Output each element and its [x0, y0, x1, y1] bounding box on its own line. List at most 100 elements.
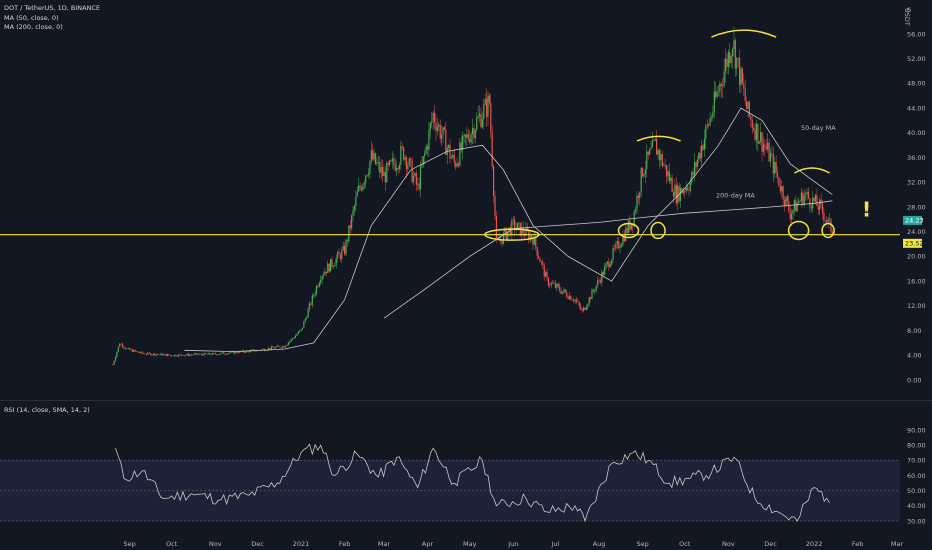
- ma50-legend[interactable]: MA (50, close, 0): [4, 13, 59, 22]
- candle-body: [483, 104, 485, 120]
- candle-body: [214, 353, 216, 355]
- candle-body: [769, 153, 772, 162]
- candle-body: [283, 346, 285, 348]
- candle-body: [455, 162, 457, 167]
- candle-body: [795, 200, 797, 212]
- candle-body: [218, 354, 221, 355]
- candle-body: [650, 147, 652, 150]
- candle-body: [301, 327, 304, 330]
- candle-body: [792, 209, 794, 214]
- candle-body: [345, 240, 347, 255]
- candle-body: [817, 205, 819, 210]
- time-axis-tick: Dec: [764, 540, 777, 548]
- candle-body: [428, 129, 430, 150]
- candle-body: [587, 304, 589, 308]
- candle-body: [661, 154, 663, 166]
- candle-body: [563, 289, 565, 292]
- candle-body: [594, 290, 596, 292]
- candle-body: [826, 220, 828, 223]
- candle-body: [608, 261, 610, 268]
- candle-body: [488, 95, 490, 104]
- candle-body: [220, 352, 222, 355]
- candle-body: [178, 354, 180, 357]
- candle-body: [443, 127, 446, 130]
- candle-body: [800, 192, 803, 201]
- price-axis-tick: 16.00: [907, 277, 926, 285]
- candle-body: [788, 200, 790, 211]
- candle-body: [765, 146, 767, 150]
- candle-body: [277, 345, 280, 347]
- candle-body: [473, 128, 475, 139]
- candle-body: [435, 122, 437, 131]
- candle-body: [686, 187, 689, 190]
- price-axis-tick: 40.00: [907, 129, 926, 137]
- candle-body: [675, 184, 677, 204]
- rsi-axis-tick: 80.00: [907, 441, 926, 449]
- candle-body: [743, 83, 745, 89]
- time-axis-tick: Nov: [722, 540, 735, 548]
- candle-body: [252, 349, 254, 351]
- candle-body: [651, 140, 654, 148]
- candle-body: [168, 354, 170, 356]
- candle-body: [778, 176, 780, 186]
- time-axis-tick: Apr: [422, 540, 434, 548]
- candle-body: [724, 58, 727, 72]
- candle-body: [629, 220, 631, 230]
- candle-body: [188, 353, 190, 356]
- last-price-tag: 24.23: [905, 217, 924, 225]
- rsi-axis-tick: 90.00: [907, 426, 926, 434]
- candle-body: [190, 354, 193, 356]
- ma200-legend[interactable]: MA (200, close, 0): [4, 23, 63, 31]
- candle-body: [273, 347, 275, 349]
- candle-body: [738, 57, 741, 86]
- candle-body: [401, 146, 403, 148]
- candle-body: [570, 295, 572, 301]
- symbol-title[interactable]: DOT / TetherUS, 1D, BINANCE: [4, 4, 101, 12]
- time-axis-tick: 2021: [293, 540, 310, 548]
- axis-ticks: 0.00 4.00 8.00 12.00 16.00 20.00 24.00 28.00 32.…: [123, 6, 925, 548]
- candle-body: [238, 351, 240, 353]
- candle-body: [796, 203, 798, 212]
- rsi-legend[interactable]: RSI (14, close, SMA, 14, 2): [4, 406, 90, 414]
- candle-body: [692, 171, 694, 175]
- candle-body: [747, 101, 749, 109]
- candle-body: [131, 349, 133, 352]
- candle-body: [685, 187, 687, 192]
- candle-body: [405, 157, 408, 170]
- candle-body: [126, 348, 128, 350]
- candle-body: [643, 174, 645, 177]
- price-axis-tick: 36.00: [907, 154, 926, 162]
- candle-body: [762, 144, 765, 152]
- candle-body: [186, 353, 188, 356]
- candle-body: [722, 85, 724, 87]
- candle-body: [362, 184, 364, 191]
- candle-body: [623, 235, 625, 241]
- time-axis-tick: Dec: [251, 540, 264, 548]
- candle-body: [366, 175, 368, 176]
- candle-body: [143, 353, 145, 355]
- candle-body: [526, 227, 528, 231]
- candle-body: [112, 364, 114, 366]
- candle-body: [400, 146, 402, 165]
- candle-body: [442, 127, 444, 135]
- candle-body: [365, 175, 367, 183]
- candle-body: [701, 145, 703, 159]
- candle-body: [533, 236, 535, 245]
- candle-body: [213, 353, 215, 354]
- candle-body: [819, 199, 821, 210]
- candle-body: [730, 56, 732, 64]
- candle-body: [376, 162, 378, 165]
- candle-body: [731, 49, 734, 57]
- support-ellipse: [650, 221, 666, 240]
- candle-body: [580, 306, 582, 310]
- pane-separator[interactable]: [0, 400, 932, 401]
- candle-body: [203, 353, 205, 356]
- candle-body: [314, 293, 316, 296]
- candle-body: [545, 272, 547, 277]
- candle-body: [114, 356, 117, 361]
- candle-body: [141, 351, 143, 354]
- candle-body: [470, 134, 472, 143]
- candle-body: [202, 354, 204, 356]
- candle-body: [235, 351, 237, 353]
